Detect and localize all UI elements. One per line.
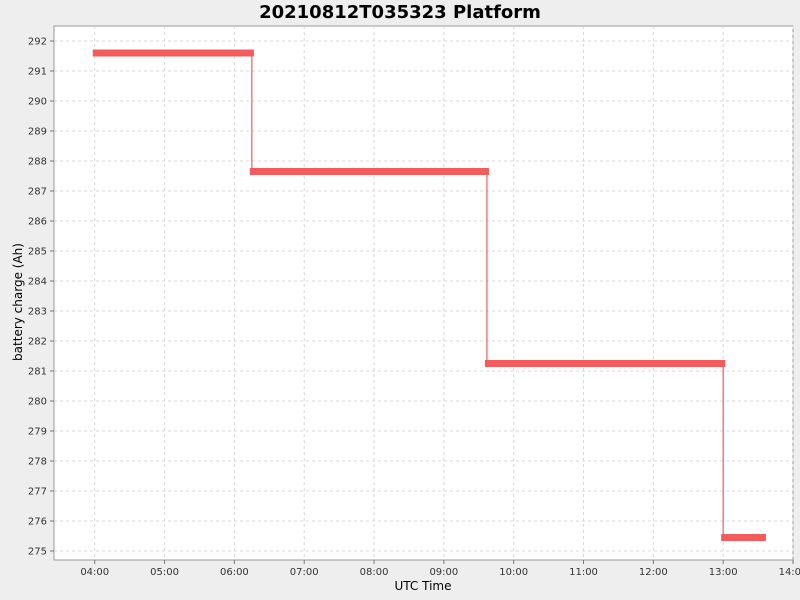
chart-title: 20210812T035323 Platform [259, 2, 541, 23]
y-tick-label: 281 [28, 367, 47, 378]
series-point [761, 535, 766, 540]
y-tick-label: 287 [28, 187, 47, 198]
series-point [484, 361, 489, 366]
y-tick-label: 284 [28, 277, 47, 288]
x-tick-label: 14:00 [779, 567, 800, 578]
y-tick-label: 291 [28, 67, 47, 78]
y-tick-label: 290 [28, 97, 47, 108]
y-tick-label: 288 [28, 157, 47, 168]
series-point [484, 169, 489, 174]
y-tick-label: 283 [28, 307, 47, 318]
y-axis-label: battery charge (Ah) [11, 243, 25, 361]
y-tick-label: 292 [28, 37, 47, 48]
plot-area [53, 25, 794, 561]
y-tick-label: 280 [28, 397, 47, 408]
x-tick-label: 10:00 [499, 567, 528, 578]
y-tick-label: 275 [28, 547, 47, 558]
x-tick-label: 11:00 [569, 567, 598, 578]
y-tick-label: 282 [28, 337, 47, 348]
y-tick-label: 286 [28, 217, 47, 228]
series-point [721, 535, 726, 540]
x-tick-label: 07:00 [290, 567, 319, 578]
x-tick-label: 12:00 [639, 567, 668, 578]
x-tick-label: 09:00 [429, 567, 458, 578]
series-point [92, 51, 97, 55]
y-tick-label: 289 [28, 127, 47, 138]
y-tick-label: 276 [28, 517, 47, 528]
y-tick-label: 278 [28, 457, 47, 468]
x-tick-label: 08:00 [360, 567, 389, 578]
series-point [249, 51, 254, 55]
series-point [249, 169, 254, 174]
y-tick-label: 285 [28, 247, 47, 258]
y-tick-label: 277 [28, 487, 47, 498]
y-tick-label: 279 [28, 427, 47, 438]
x-axis-label: UTC Time [395, 579, 452, 593]
x-tick-label: 05:00 [150, 567, 179, 578]
x-tick-label: 04:00 [80, 567, 109, 578]
x-tick-label: 13:00 [709, 567, 738, 578]
x-tick-label: 06:00 [220, 567, 249, 578]
series-point [721, 361, 726, 366]
